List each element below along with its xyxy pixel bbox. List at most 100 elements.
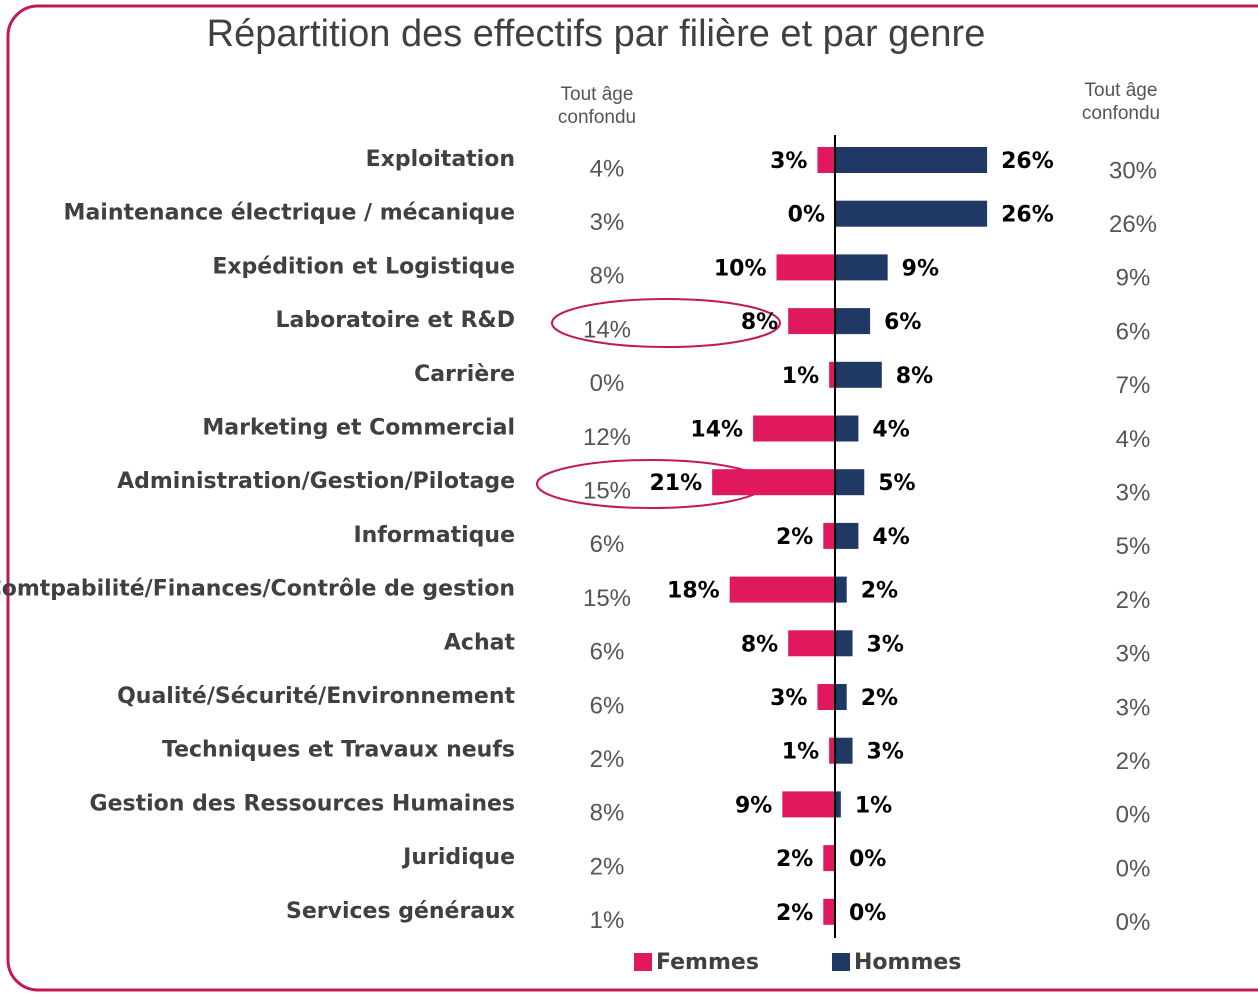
- bar: [835, 684, 847, 710]
- column-value: 14%: [583, 316, 631, 343]
- category-label: Administration/Gestion/Pilotage: [117, 469, 515, 494]
- data-label: 9%: [735, 793, 772, 818]
- column-value: 2%: [590, 746, 625, 773]
- column-value: 8%: [590, 800, 625, 827]
- data-label: 8%: [741, 310, 778, 335]
- column-value: 15%: [583, 478, 631, 505]
- data-label: 10%: [714, 256, 767, 281]
- data-label: 14%: [690, 418, 743, 443]
- data-label: 26%: [1001, 203, 1054, 228]
- data-label: 2%: [776, 847, 813, 872]
- data-label: 2%: [861, 686, 898, 711]
- bar: [835, 361, 882, 388]
- bar: [817, 147, 835, 173]
- legend-swatch: [634, 953, 652, 971]
- data-label: 1%: [782, 740, 819, 765]
- legend-label: Hommes: [854, 950, 961, 975]
- category-label: Gestion des Ressources Humaines: [90, 791, 515, 816]
- column-value: 4%: [590, 155, 625, 182]
- chart-title: Répartition des effectifs par filière et…: [207, 13, 986, 55]
- column-value: 6%: [1116, 318, 1151, 345]
- data-label: 0%: [849, 847, 886, 872]
- bar: [829, 361, 835, 388]
- column-value: 2%: [1116, 587, 1151, 614]
- data-label: 8%: [741, 632, 778, 657]
- data-label: 2%: [776, 525, 813, 550]
- data-label: 9%: [902, 256, 939, 281]
- bar: [753, 415, 835, 442]
- column-value: 7%: [1116, 372, 1151, 399]
- bar: [823, 845, 835, 872]
- data-label: 3%: [867, 740, 904, 765]
- column-value: 3%: [1116, 641, 1151, 668]
- bar: [788, 308, 835, 335]
- data-label: 2%: [861, 579, 898, 604]
- column-value: 15%: [583, 585, 631, 612]
- legend-swatch: [832, 953, 850, 971]
- column-value: 8%: [590, 263, 625, 290]
- data-label: 4%: [872, 525, 909, 550]
- column-value: 12%: [583, 424, 631, 451]
- column-value: 6%: [590, 692, 625, 719]
- column-value: 3%: [590, 209, 625, 236]
- bar: [776, 254, 835, 281]
- data-label: 21%: [649, 471, 702, 496]
- category-label: Comtpabilité/Finances/Contrôle de gestio…: [0, 577, 515, 602]
- data-label: 1%: [782, 364, 819, 389]
- bar: [835, 415, 859, 442]
- category-label: Achat: [444, 630, 516, 655]
- bar: [817, 684, 835, 710]
- category-label: Expédition et Logistique: [212, 254, 515, 279]
- data-label: 0%: [788, 203, 825, 228]
- column-value: 26%: [1109, 211, 1157, 238]
- bar: [835, 147, 988, 173]
- column-value: 0%: [1116, 855, 1151, 882]
- bar: [835, 200, 988, 227]
- category-label: Services généraux: [286, 899, 515, 924]
- data-label: 6%: [884, 310, 921, 335]
- column-value: 0%: [1116, 909, 1151, 936]
- column-header: Tout âge confondu: [1081, 80, 1161, 124]
- data-label: 5%: [878, 471, 915, 496]
- data-label: 18%: [667, 579, 720, 604]
- column-value: 30%: [1109, 157, 1157, 184]
- bar: [729, 576, 835, 603]
- column-value: 1%: [590, 907, 625, 934]
- bar: [829, 737, 835, 764]
- column-value: 4%: [1116, 426, 1151, 453]
- category-label: Maintenance électrique / mécanique: [64, 201, 515, 226]
- column-value: 0%: [1116, 802, 1151, 829]
- data-label: 3%: [770, 149, 807, 174]
- data-label: 4%: [872, 418, 909, 443]
- bar: [835, 522, 859, 549]
- bar: [835, 630, 853, 657]
- bar: [823, 522, 835, 549]
- bar: [712, 469, 835, 496]
- category-label: Techniques et Travaux neufs: [162, 738, 515, 763]
- column-value: 6%: [590, 639, 625, 666]
- column-header: Tout âge confondu: [557, 84, 637, 128]
- bar: [788, 630, 835, 657]
- bar: [835, 737, 853, 764]
- column-value: 2%: [1116, 748, 1151, 775]
- category-label: Exploitation: [366, 147, 515, 172]
- bar: [835, 576, 847, 603]
- column-value: 6%: [590, 531, 625, 558]
- bar: [835, 254, 888, 281]
- legend-label: Femmes: [656, 950, 759, 975]
- column-value: 3%: [1116, 694, 1151, 721]
- column-value: 2%: [590, 853, 625, 880]
- column-value: 0%: [590, 370, 625, 397]
- bar: [835, 469, 865, 496]
- frame: [6, 4, 1258, 992]
- data-label: 3%: [770, 686, 807, 711]
- bar: [835, 791, 841, 818]
- data-label: 2%: [776, 901, 813, 926]
- bar: [823, 898, 835, 925]
- data-label: 0%: [849, 901, 886, 926]
- column-value: 5%: [1116, 533, 1151, 560]
- bar: [782, 791, 835, 818]
- category-label: Qualité/Sécurité/Environnement: [117, 684, 515, 709]
